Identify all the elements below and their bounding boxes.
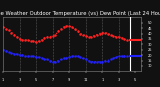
Title: Milwaukee Weather Outdoor Temperature (vs) Dew Point (Last 24 Hours): Milwaukee Weather Outdoor Temperature (v… — [0, 11, 160, 16]
